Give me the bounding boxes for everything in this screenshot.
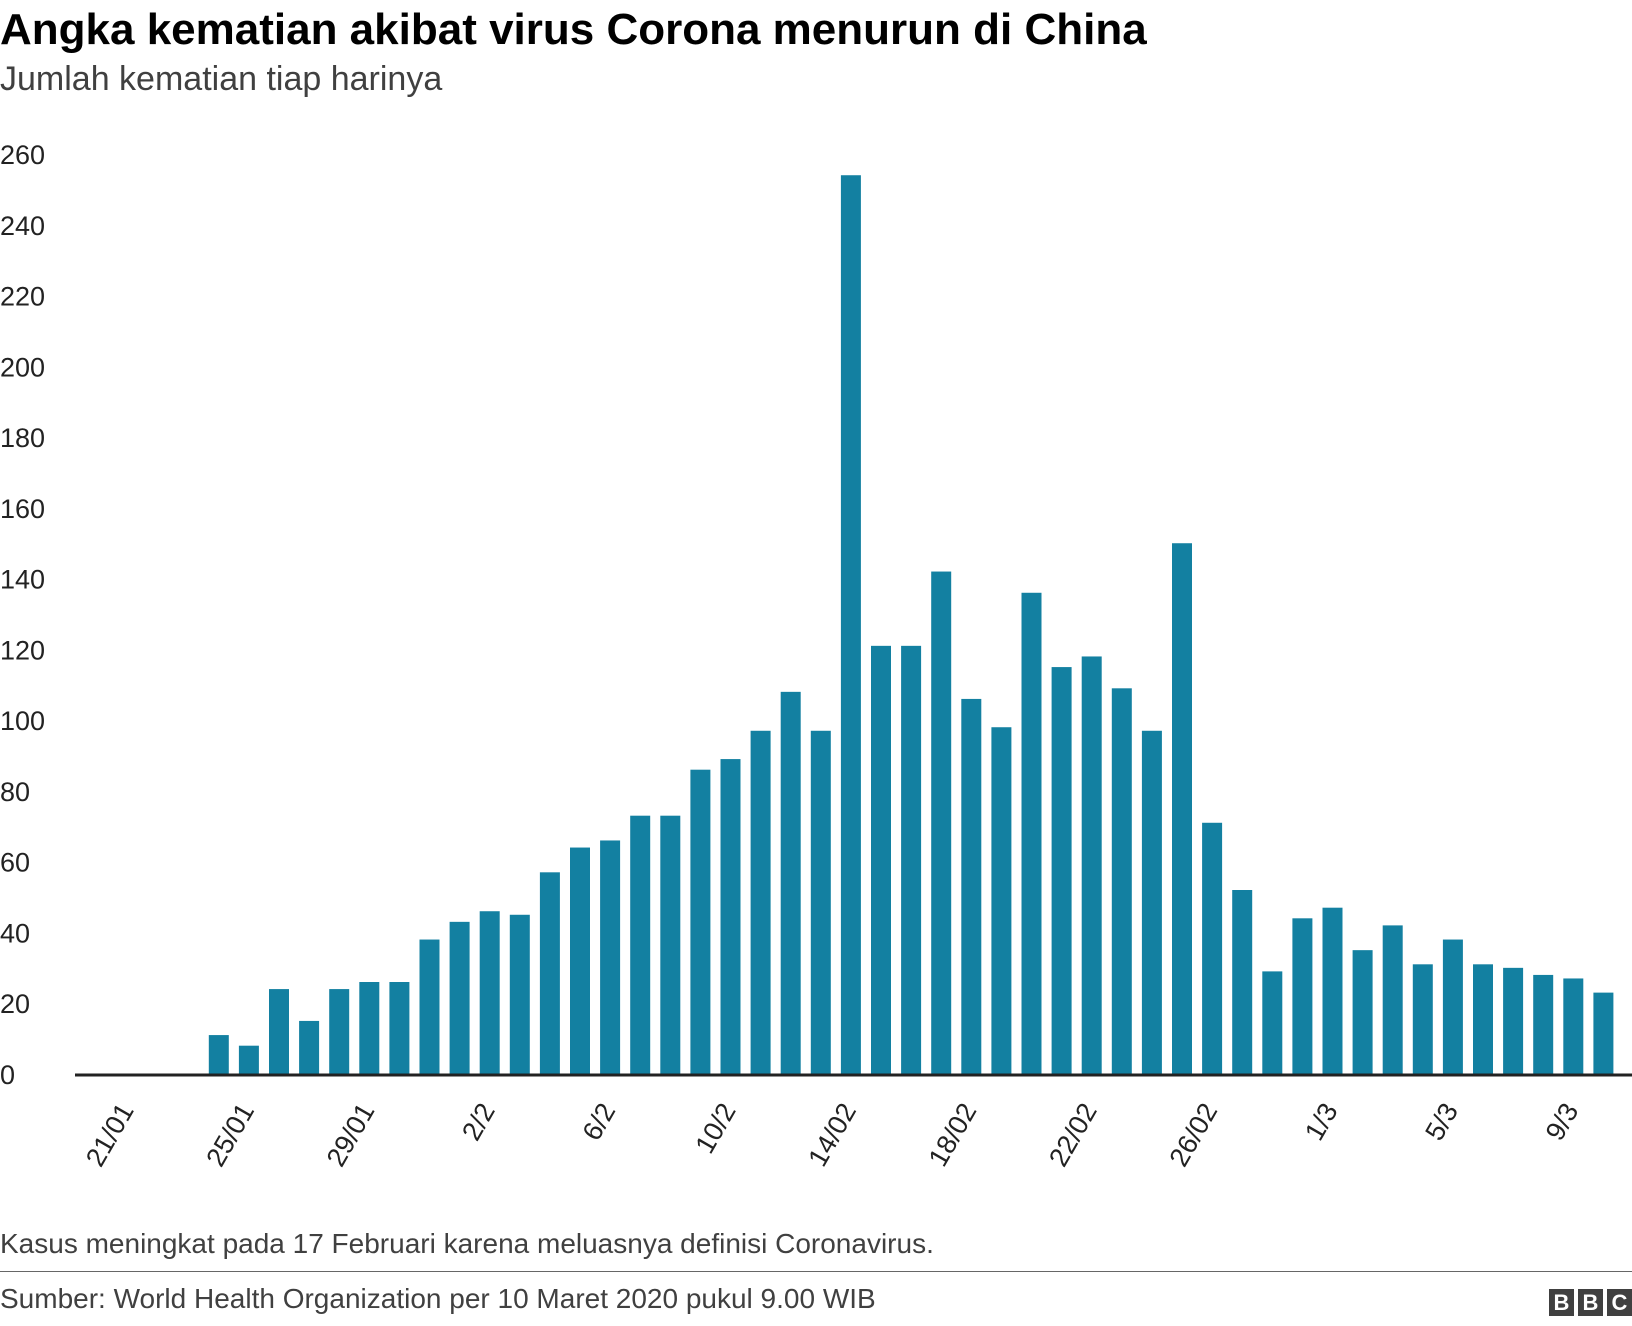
bar [329,989,350,1074]
bar [359,982,380,1074]
bars-group [208,175,1614,1074]
bar [539,872,560,1074]
bar [901,645,922,1074]
bar [750,730,771,1074]
bar [1563,978,1584,1074]
x-tick-label: 22/02 [1043,1098,1103,1172]
bar-chart: 0 20 40 60 80 100 120 140 160 180 200 220 240 260 21/… [0,140,1632,1172]
logo-letter: B [1549,1289,1574,1316]
bar [479,911,500,1074]
bar [1021,592,1042,1074]
bar [1111,688,1132,1074]
chart-subtitle: Jumlah kematian tiap harinya [0,60,443,98]
x-tick-label: 25/01 [200,1098,260,1172]
bar [991,727,1012,1074]
y-tick-label: 240 [0,211,45,241]
x-tick-label: 6/2 [577,1098,622,1146]
chart-title: Angka kematian akibat virus Corona menur… [0,5,1147,54]
y-tick-label: 220 [0,282,45,312]
bar [509,914,530,1074]
bar [238,1045,259,1074]
bar [208,1035,229,1074]
bar [1051,667,1072,1074]
bar [780,691,801,1074]
x-tick-label: 2/2 [456,1098,501,1146]
chart-note: Kasus meningkat pada 17 Februari karena … [0,1228,934,1259]
bar [1533,974,1554,1074]
bar [871,645,891,1074]
bar [600,840,621,1074]
y-tick-label: 60 [0,848,30,878]
bar [690,769,711,1074]
bar [1262,971,1283,1074]
x-tick-label: 14/02 [802,1098,862,1172]
chart-source: Sumber: World Health Organization per 10… [0,1283,876,1314]
bar [1172,543,1192,1074]
bar [1442,939,1463,1074]
bar [1322,907,1343,1074]
bar [1412,964,1433,1074]
footer-divider [0,1271,1632,1272]
bar [269,989,289,1074]
bar [1232,890,1253,1074]
y-tick-label: 120 [0,635,45,665]
bar [570,847,590,1074]
bar [1473,964,1493,1074]
bar [931,571,952,1074]
bar [720,759,741,1074]
bar [1081,656,1102,1074]
x-tick-label: 18/02 [923,1098,983,1172]
bar [1593,992,1614,1074]
x-tick-label: 29/01 [321,1098,381,1172]
y-tick-label: 200 [0,352,45,382]
y-tick-label: 140 [0,565,45,595]
bar [419,939,440,1074]
bar [1292,918,1313,1074]
x-tick-label: 26/02 [1164,1098,1224,1172]
y-tick-label: 20 [0,989,30,1019]
logo-letter: C [1607,1289,1632,1316]
x-tick-label: 5/3 [1419,1098,1464,1146]
y-tick-label: 80 [0,777,30,807]
x-tick-label: 1/3 [1299,1098,1344,1146]
bar [840,175,861,1074]
y-axis: 0 20 40 60 80 100 120 140 160 180 200 220 240 260 [0,140,45,1090]
bar [299,1020,320,1074]
bar [1202,822,1223,1074]
y-tick-label: 0 [0,1060,15,1090]
bar [810,730,831,1074]
bar [961,698,982,1074]
y-tick-label: 160 [0,494,45,524]
x-tick-label: 9/3 [1540,1098,1585,1146]
bar [660,815,681,1074]
x-tick-label: 10/2 [689,1098,741,1159]
bar [1503,967,1524,1074]
bar [630,815,651,1074]
bar [1352,950,1373,1074]
bar [1382,925,1403,1074]
bar [1141,730,1162,1074]
bar [449,921,470,1074]
logo-letter: B [1578,1289,1603,1316]
y-tick-label: 180 [0,423,45,453]
x-axis: 21/01 25/01 29/01 2/2 6/2 10/2 14/02 18/02 22/02… [80,1098,1585,1172]
bbc-logo: B B C [1549,1289,1632,1316]
y-tick-label: 40 [0,918,30,948]
y-tick-label: 100 [0,706,45,736]
x-tick-label: 21/01 [80,1098,140,1172]
y-tick-label: 260 [0,140,45,170]
bar [389,982,410,1074]
